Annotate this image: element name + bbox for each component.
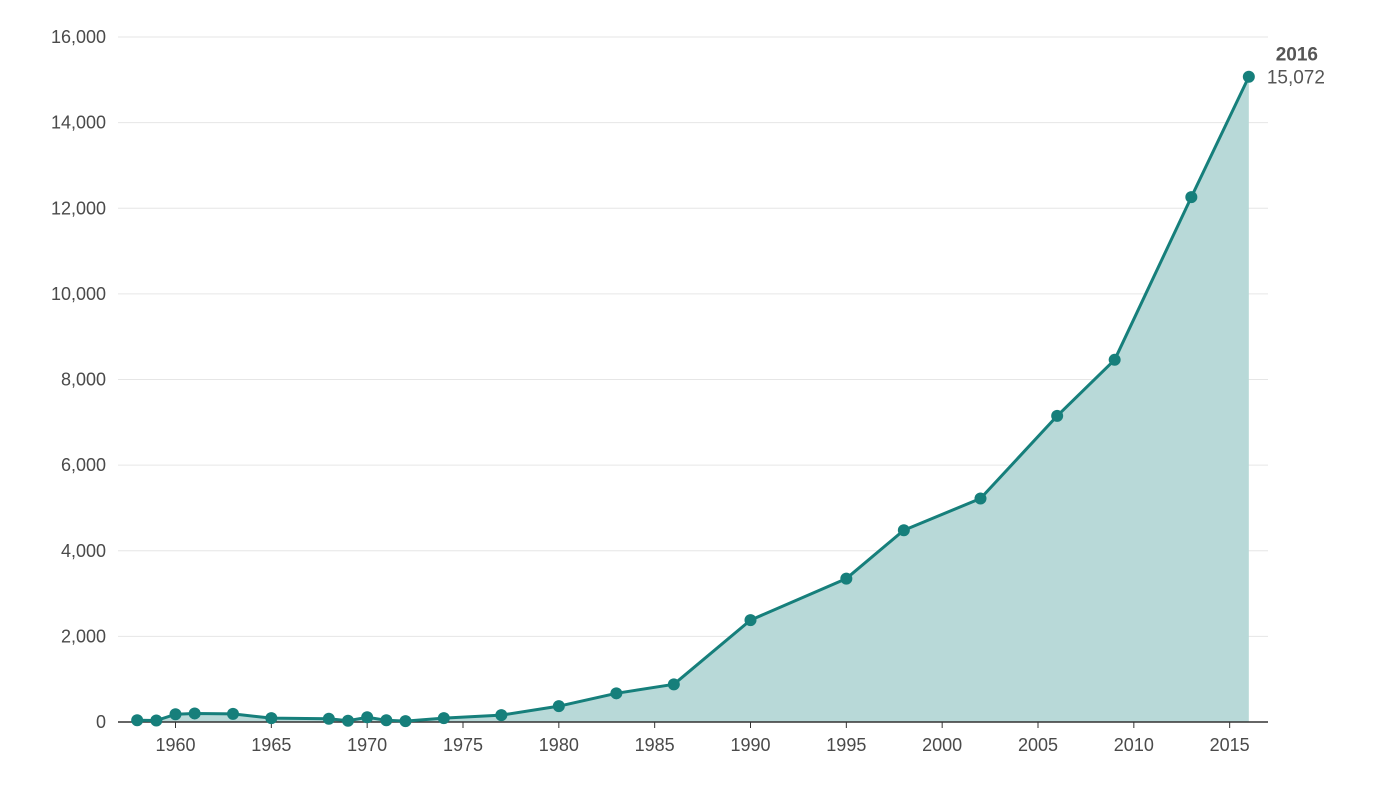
data-point: [552, 700, 565, 713]
x-tick-label: 1980: [539, 735, 579, 755]
x-tick-label: 1970: [347, 735, 387, 755]
data-point: [150, 714, 163, 727]
area-fill: [137, 76, 1249, 723]
data-point: [322, 712, 335, 725]
x-tick-label: 1960: [155, 735, 195, 755]
data-point: [361, 711, 374, 724]
data-point: [744, 614, 757, 627]
data-point: [437, 712, 450, 725]
annotation-year: 2016: [1276, 45, 1318, 66]
data-point: [380, 714, 393, 727]
y-tick-label: 10,000: [51, 284, 106, 304]
data-point: [342, 714, 354, 727]
data-point: [131, 714, 144, 727]
series-line: [137, 76, 1251, 723]
x-tick-label: 2010: [1114, 735, 1154, 755]
data-point: [840, 572, 853, 585]
data-point: [667, 678, 680, 691]
data-point: [169, 708, 182, 721]
y-tick-label: 14,000: [51, 113, 106, 133]
data-point: [495, 709, 508, 722]
x-tick-label: 2000: [922, 735, 962, 755]
data-point: [399, 715, 412, 728]
data-point: [610, 687, 623, 700]
y-tick-label: 4,000: [61, 541, 106, 561]
x-tick-label: 2015: [1210, 735, 1250, 755]
y-tick-label: 6,000: [61, 455, 106, 475]
x-tick-label: 1990: [730, 735, 770, 755]
y-tick-label: 8,000: [61, 370, 106, 390]
data-point: [265, 712, 278, 725]
last-point-annotation: 2016 15,072: [1267, 45, 1325, 89]
data-point: [974, 492, 987, 505]
data-point: [188, 707, 201, 720]
x-tick-label: 1975: [443, 735, 483, 755]
axes: 1960 1965 1970 1975 1980 1985 1990 1995 2000 2005…: [118, 721, 1268, 755]
data-point: [1242, 70, 1255, 83]
x-tick-label: 1965: [251, 735, 291, 755]
x-tick-label: 2005: [1018, 735, 1058, 755]
x-tick-label: 1985: [635, 735, 675, 755]
data-point: [1108, 353, 1121, 366]
y-tick-label: 2,000: [61, 626, 106, 646]
annotation-value: 15,072: [1267, 68, 1325, 89]
y-tick-label: 16,000: [51, 27, 106, 47]
data-points: [131, 70, 1255, 728]
x-tick-label: 1995: [826, 735, 866, 755]
data-point: [897, 524, 910, 537]
y-tick-label: 12,000: [51, 198, 106, 218]
data-point: [227, 707, 239, 720]
data-point: [1185, 191, 1198, 204]
data-point: [1051, 409, 1064, 422]
y-tick-label: 0: [96, 712, 106, 732]
gridlines: 0 2,000 4,000 6,000 8,000 10,000 12,000 14,000 1…: [51, 27, 1268, 732]
